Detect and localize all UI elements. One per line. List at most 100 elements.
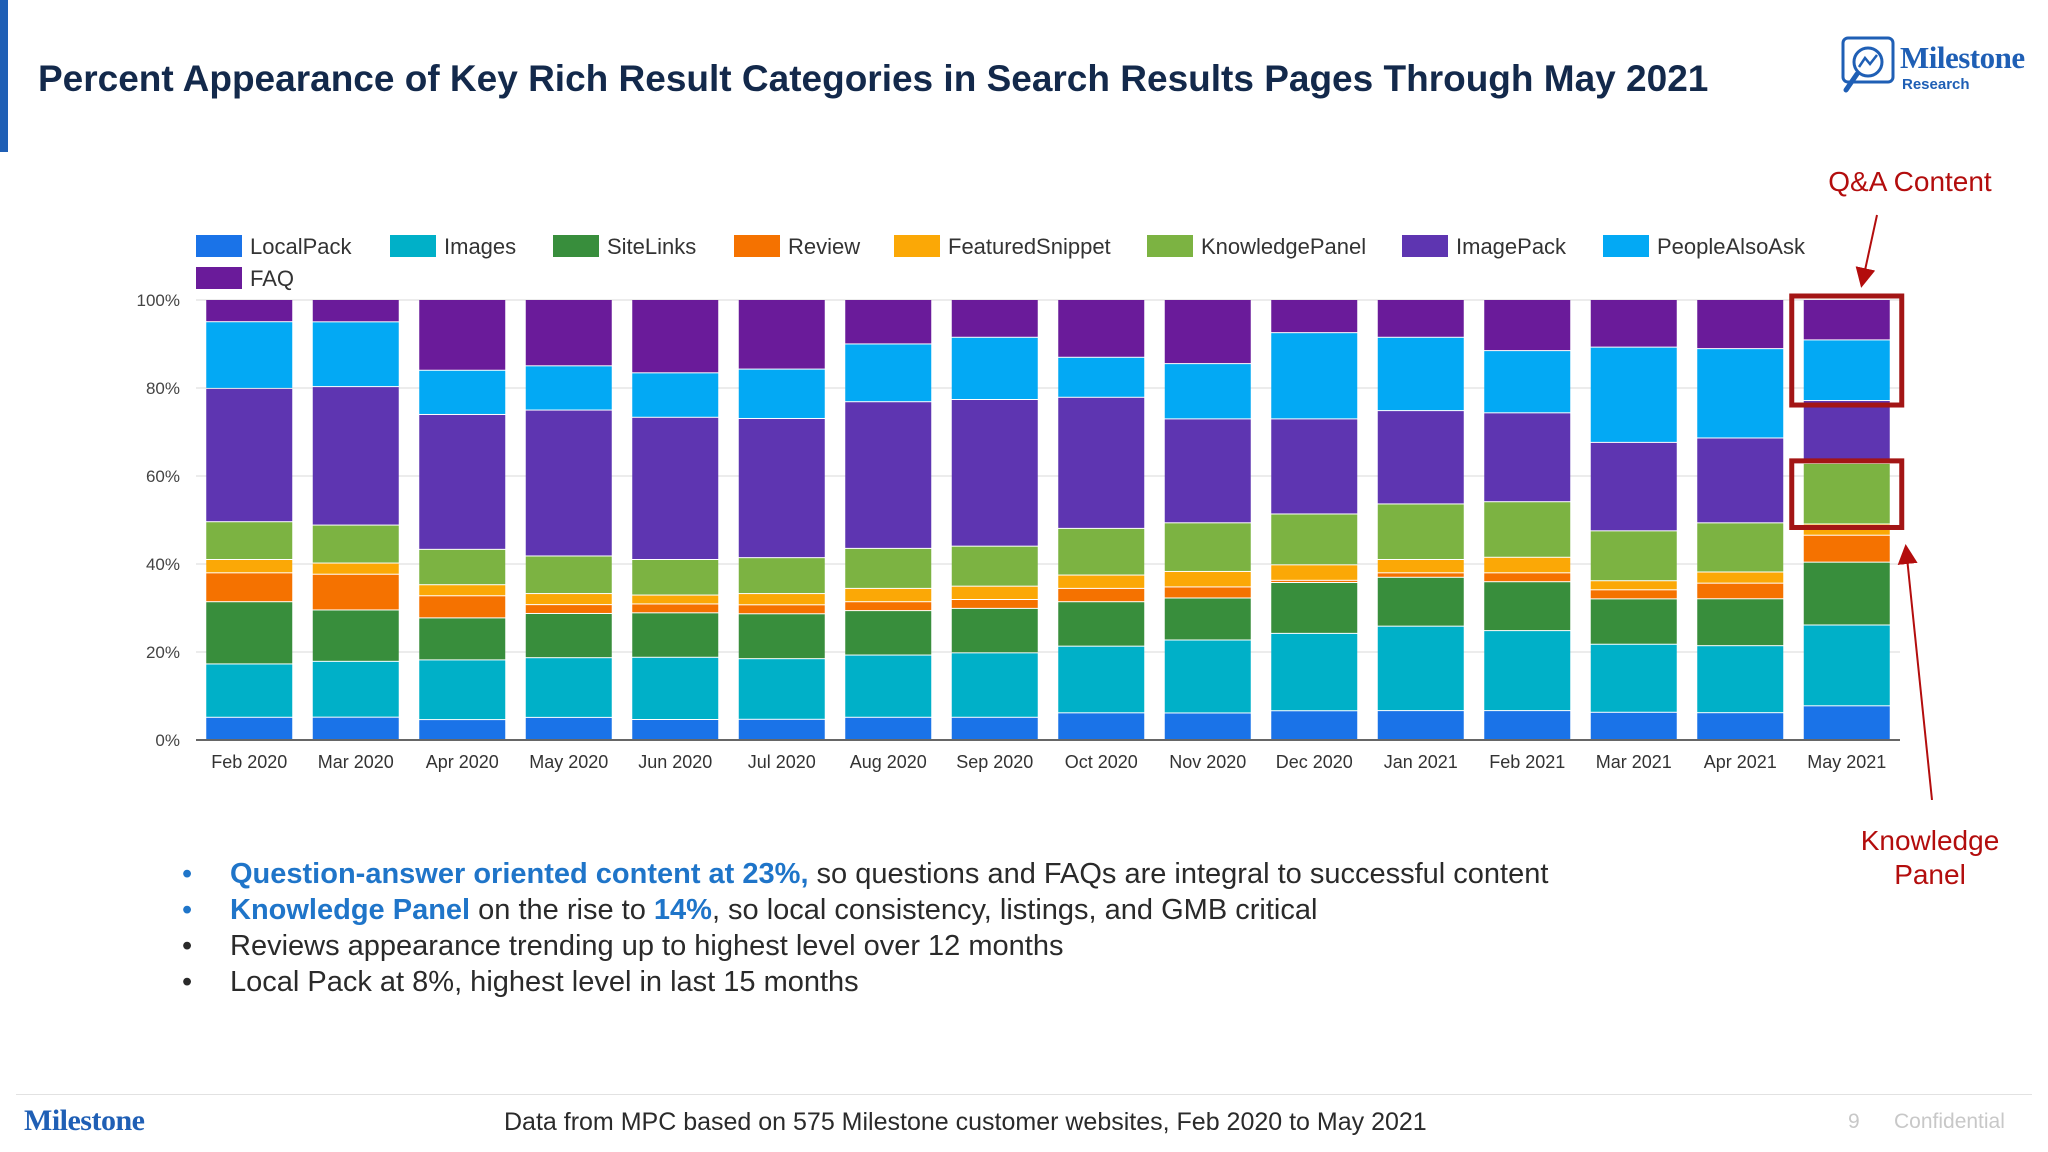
bar-segment-peoplealsoask [312, 322, 399, 387]
bar-segment-knowledgepanel [951, 546, 1038, 586]
bar-segment-featuredsnippet [845, 588, 932, 602]
x-tick-label: Feb 2020 [211, 752, 287, 772]
bar-segment-imagepack [1590, 442, 1677, 531]
bullet-highlight: Question-answer oriented content at 23%, [230, 858, 809, 890]
footer-divider [16, 1094, 2032, 1095]
bar-segment-sitelinks [1058, 602, 1145, 646]
bar-segment-images [1164, 640, 1251, 713]
bar-segment-imagepack [525, 410, 612, 556]
bar-segment-images [632, 657, 719, 719]
bar-segment-review [1697, 583, 1784, 599]
bar-segment-faq [632, 300, 719, 373]
bar-segment-localpack [1164, 713, 1251, 739]
bar-segment-faq [738, 300, 825, 369]
bar-segment-localpack [632, 720, 719, 739]
bar-segment-images [1377, 626, 1464, 711]
kp-callout-label: Knowledge Panel [1840, 824, 2020, 892]
bar-segment-review [845, 602, 932, 611]
bar-segment-sitelinks [1484, 582, 1571, 631]
legend-swatch [1147, 235, 1193, 257]
qa-callout-label: Q&A Content [1828, 166, 1992, 197]
bar-segment-peoplealsoask [1377, 337, 1464, 411]
bar-segment-faq [1271, 300, 1358, 333]
footer-logo: Milestone [24, 1104, 145, 1137]
bar-segment-peoplealsoask [845, 344, 932, 402]
bar-segment-featuredsnippet [1484, 557, 1571, 573]
bullet-item: Question-answer oriented content at 23%,… [182, 856, 1548, 892]
bar-segment-sitelinks [1164, 598, 1251, 640]
bar-segment-imagepack [1377, 411, 1464, 504]
bar-segment-knowledgepanel [1377, 504, 1464, 559]
confidential-label: Confidential [1894, 1110, 2005, 1133]
bar-segment-knowledgepanel [1484, 502, 1571, 557]
bar-segment-imagepack [845, 402, 932, 548]
bar-segment-knowledgepanel [312, 525, 399, 563]
bar-segment-knowledgepanel [1164, 523, 1251, 571]
x-tick-label: Aug 2020 [850, 752, 927, 772]
bar-segment-featuredsnippet [632, 595, 719, 604]
bar-segment-images [312, 661, 399, 717]
bar-segment-knowledgepanel [525, 556, 612, 594]
bar-segment-localpack [951, 717, 1038, 739]
bar-segment-featuredsnippet [1164, 571, 1251, 587]
legend-label: FAQ [250, 266, 294, 291]
bar-segment-sitelinks [1590, 599, 1677, 644]
bar-segment-images [1058, 646, 1145, 713]
bar-segment-featuredsnippet [419, 585, 506, 596]
bar-segment-faq [951, 300, 1038, 337]
bar-segment-review [1271, 580, 1358, 583]
bullet-text: Local Pack at 8%, highest level in last … [230, 966, 859, 998]
bar-segment-faq [1164, 300, 1251, 364]
bar-segment-localpack [1697, 713, 1784, 739]
bar-segment-images [951, 653, 1038, 717]
bar-segment-knowledgepanel [206, 522, 293, 559]
bar-segment-review [1590, 590, 1677, 599]
x-tick-label: Oct 2020 [1065, 752, 1138, 772]
legend-label: FeaturedSnippet [948, 234, 1111, 259]
bar-segment-peoplealsoask [525, 366, 612, 410]
bar-segment-images [845, 655, 932, 717]
qa-highlight-box [1789, 293, 1905, 408]
x-tick-label: Apr 2020 [426, 752, 499, 772]
page-title: Percent Appearance of Key Rich Result Ca… [38, 58, 1709, 99]
footer-source-text: Data from MPC based on 575 Milestone cus… [504, 1108, 1427, 1136]
bar-segment-peoplealsoask [632, 373, 719, 417]
bar-segment-faq [1803, 300, 1890, 340]
bullet-text: , so local consistency, listings, and GM… [711, 894, 1318, 926]
stacked-bar-chart: 0% 20% 40% 60% 80% 100% Feb 2020 Mar 2020 Apr 20… [137, 214, 1933, 800]
bar-segment-localpack [1803, 706, 1890, 739]
bar-segment-peoplealsoask [1058, 357, 1145, 397]
knowledge-panel-highlight-box [1789, 458, 1905, 530]
bullet-text: on the rise to [470, 894, 654, 926]
legend-label: Review [788, 234, 860, 259]
bar-segment-peoplealsoask [951, 337, 1038, 399]
bar-segment-sitelinks [525, 613, 612, 658]
kp-callout-arrow [1897, 544, 1933, 800]
bar-segment-sitelinks [1803, 562, 1890, 625]
bar-segment-review [1377, 573, 1464, 577]
bar-segment-featuredsnippet [1377, 560, 1464, 573]
bar-segment-imagepack [1164, 419, 1251, 523]
bar-segment-featuredsnippet [206, 560, 293, 573]
bar-segment-peoplealsoask [1271, 333, 1358, 419]
bar-segment-imagepack [206, 388, 293, 522]
legend-swatch [1603, 235, 1649, 257]
y-tick-label: 40% [146, 555, 180, 574]
bar-segment-review [1164, 587, 1251, 598]
bar-segment-faq [845, 300, 932, 344]
bar-segment-localpack [312, 717, 399, 739]
bar-segment-localpack [738, 719, 825, 739]
bar-segment-featuredsnippet [1271, 565, 1358, 580]
logo-name: Milestone [1900, 40, 2025, 75]
bar-segment-sitelinks [419, 618, 506, 660]
bar-segment-sitelinks [738, 614, 825, 659]
bullet-item: Knowledge Panel on the rise to 14%, so l… [182, 892, 1548, 928]
bar-segment-featuredsnippet [1058, 575, 1145, 588]
y-tick-label: 60% [146, 467, 180, 486]
bar-segment-imagepack [1697, 438, 1784, 523]
bar-segment-sitelinks [632, 613, 719, 657]
bar-segment-sitelinks [845, 611, 932, 655]
x-tick-label: Mar 2020 [318, 752, 394, 772]
bar-segment-sitelinks [1697, 599, 1784, 646]
legend-swatch [196, 235, 242, 257]
